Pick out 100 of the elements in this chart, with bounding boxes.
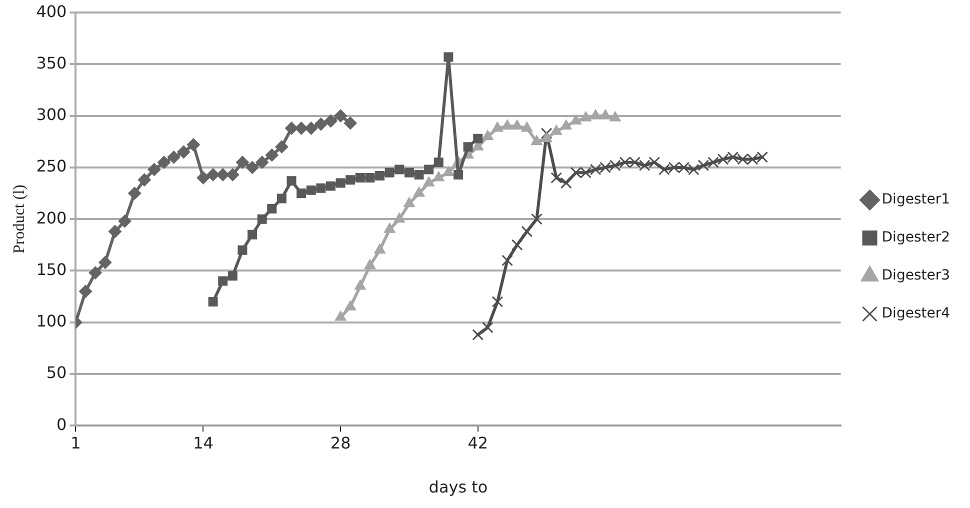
point (238, 245, 248, 255)
point (482, 322, 494, 334)
point (629, 156, 640, 168)
point (404, 168, 414, 178)
point (717, 154, 729, 165)
point (167, 150, 180, 164)
point (256, 156, 269, 169)
legend-label: Digester3 (882, 268, 950, 284)
point (678, 162, 690, 174)
point (186, 138, 200, 152)
x-tick-label: 28 (330, 433, 351, 452)
point (118, 214, 132, 228)
point (560, 120, 572, 130)
y-tick-label: 200 (36, 208, 67, 228)
x-tick-label: 42 (468, 433, 488, 452)
point (316, 183, 326, 193)
point (216, 168, 230, 182)
point (521, 226, 533, 238)
point (511, 239, 523, 251)
point (570, 114, 582, 125)
point (708, 156, 719, 168)
point (550, 172, 562, 184)
point (442, 166, 454, 176)
point (434, 158, 444, 168)
point (424, 164, 434, 174)
point (304, 122, 318, 135)
point (668, 162, 680, 174)
point (600, 109, 612, 120)
point (334, 310, 346, 321)
point (531, 135, 542, 146)
point (698, 160, 710, 172)
point (196, 171, 210, 184)
point (756, 151, 768, 163)
point (276, 194, 286, 204)
point (482, 130, 494, 140)
point (736, 154, 748, 165)
point (648, 156, 660, 168)
point (423, 176, 435, 186)
point (560, 177, 572, 189)
point (326, 181, 336, 191)
y-tick-label: 400 (36, 2, 67, 21)
x-tick-label: 14 (193, 433, 214, 452)
point (658, 164, 670, 176)
point (265, 148, 278, 162)
point (138, 173, 151, 186)
point (344, 116, 357, 130)
point (394, 164, 404, 174)
point (354, 280, 366, 290)
point (540, 128, 552, 140)
point (463, 142, 473, 152)
point (375, 170, 385, 180)
point (454, 170, 463, 180)
point (727, 151, 739, 163)
point (236, 156, 249, 169)
point (688, 164, 700, 176)
point (88, 266, 102, 280)
point (158, 156, 171, 169)
point (473, 134, 483, 144)
x-axis-title: days to (428, 478, 488, 497)
point (177, 145, 190, 158)
point (344, 300, 356, 310)
point (248, 230, 258, 240)
point (609, 160, 621, 172)
point (306, 185, 316, 195)
point (746, 154, 758, 165)
point (550, 124, 562, 135)
point (384, 168, 394, 178)
point (590, 164, 602, 176)
point (324, 114, 338, 128)
point (208, 296, 218, 306)
point (492, 122, 504, 132)
point (394, 212, 406, 223)
y-tick-label: 350 (36, 53, 67, 72)
point (218, 276, 228, 286)
point (511, 120, 523, 130)
point (374, 244, 386, 254)
point (148, 163, 161, 176)
point (128, 186, 142, 200)
point (355, 173, 365, 183)
point (472, 329, 484, 340)
x-tick-label: 1 (70, 433, 81, 452)
point (580, 166, 592, 178)
point (570, 166, 582, 178)
point (228, 271, 238, 281)
point (98, 256, 112, 269)
point (502, 254, 513, 266)
point (286, 176, 296, 186)
point (257, 214, 267, 224)
point (444, 52, 454, 62)
point (226, 168, 240, 182)
point (492, 296, 504, 308)
point (414, 170, 424, 180)
point (540, 132, 552, 142)
point (275, 140, 288, 154)
point (364, 259, 376, 270)
y-axis-title: Product (l) (10, 184, 28, 254)
point (432, 171, 444, 182)
point (619, 156, 631, 168)
point (404, 197, 415, 208)
y-tick-label: 100 (36, 312, 67, 331)
